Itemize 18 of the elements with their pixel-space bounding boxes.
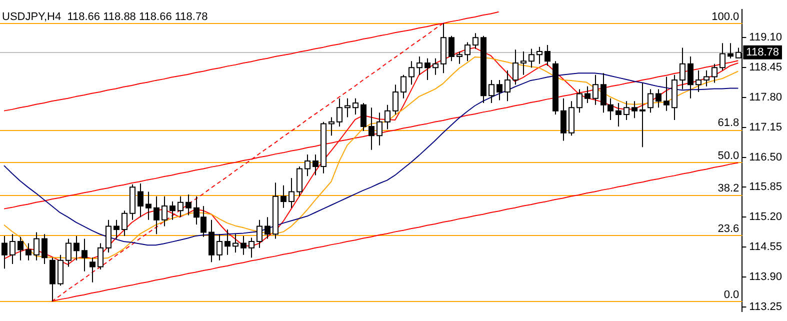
y-tick-label: 117.15 xyxy=(749,121,782,134)
ref-line-label: 118.78 xyxy=(746,46,779,58)
annotation: 100.0 xyxy=(712,10,740,23)
y-tick-label: 116.50 xyxy=(749,151,782,164)
y-tick-label: 115.20 xyxy=(749,211,782,224)
annotation: 50.0 xyxy=(718,150,740,162)
y-tick-label: 119.10 xyxy=(749,32,782,44)
chart-title: USDJPY,H4 118.66 118.88 118.66 118.78 xyxy=(2,11,208,24)
y-tick-label: 117.80 xyxy=(749,92,782,104)
annotation: 61.8 xyxy=(718,117,740,130)
y-tick-label: 115.85 xyxy=(749,181,782,194)
y-tick-label: 118.45 xyxy=(749,62,782,74)
y-tick-label: 113.25 xyxy=(749,300,782,313)
annotation: 23.6 xyxy=(718,223,740,236)
y-tick-label: 113.90 xyxy=(749,270,782,283)
annotation: 0.0 xyxy=(724,288,740,301)
annotation: 38.2 xyxy=(718,182,740,195)
y-tick-label: 114.55 xyxy=(749,241,782,254)
